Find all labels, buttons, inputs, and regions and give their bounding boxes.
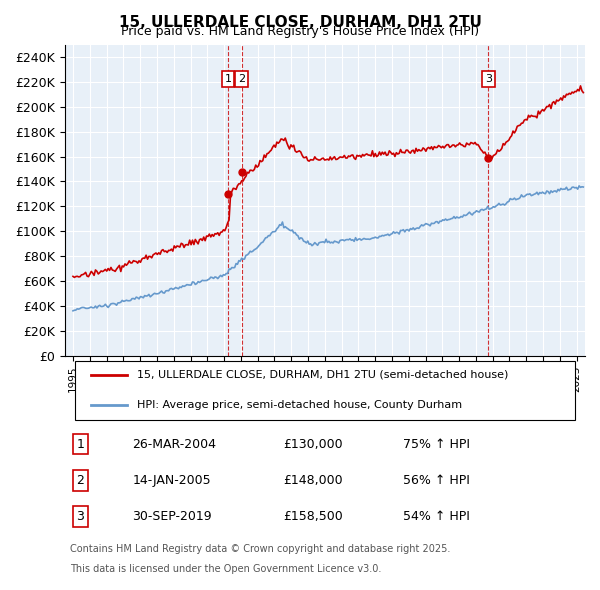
Text: £130,000: £130,000 (283, 438, 343, 451)
FancyBboxPatch shape (75, 360, 575, 420)
Text: 1: 1 (224, 74, 232, 84)
Text: 1: 1 (76, 438, 84, 451)
Text: 15, ULLERDALE CLOSE, DURHAM, DH1 2TU: 15, ULLERDALE CLOSE, DURHAM, DH1 2TU (119, 15, 481, 30)
Text: 2: 2 (238, 74, 245, 84)
Text: Contains HM Land Registry data © Crown copyright and database right 2025.: Contains HM Land Registry data © Crown c… (70, 544, 450, 553)
Text: 56% ↑ HPI: 56% ↑ HPI (403, 474, 470, 487)
Text: 3: 3 (76, 510, 84, 523)
Text: 26-MAR-2004: 26-MAR-2004 (132, 438, 216, 451)
Text: 2: 2 (76, 474, 84, 487)
Text: 54% ↑ HPI: 54% ↑ HPI (403, 510, 470, 523)
Text: 30-SEP-2019: 30-SEP-2019 (132, 510, 212, 523)
Text: HPI: Average price, semi-detached house, County Durham: HPI: Average price, semi-detached house,… (137, 399, 463, 409)
Text: 75% ↑ HPI: 75% ↑ HPI (403, 438, 470, 451)
Text: 15, ULLERDALE CLOSE, DURHAM, DH1 2TU (semi-detached house): 15, ULLERDALE CLOSE, DURHAM, DH1 2TU (se… (137, 370, 509, 380)
Text: 3: 3 (485, 74, 492, 84)
Text: 14-JAN-2005: 14-JAN-2005 (132, 474, 211, 487)
Text: This data is licensed under the Open Government Licence v3.0.: This data is licensed under the Open Gov… (70, 564, 381, 574)
Text: £158,500: £158,500 (283, 510, 343, 523)
Text: £148,000: £148,000 (283, 474, 343, 487)
Text: Price paid vs. HM Land Registry's House Price Index (HPI): Price paid vs. HM Land Registry's House … (121, 25, 479, 38)
